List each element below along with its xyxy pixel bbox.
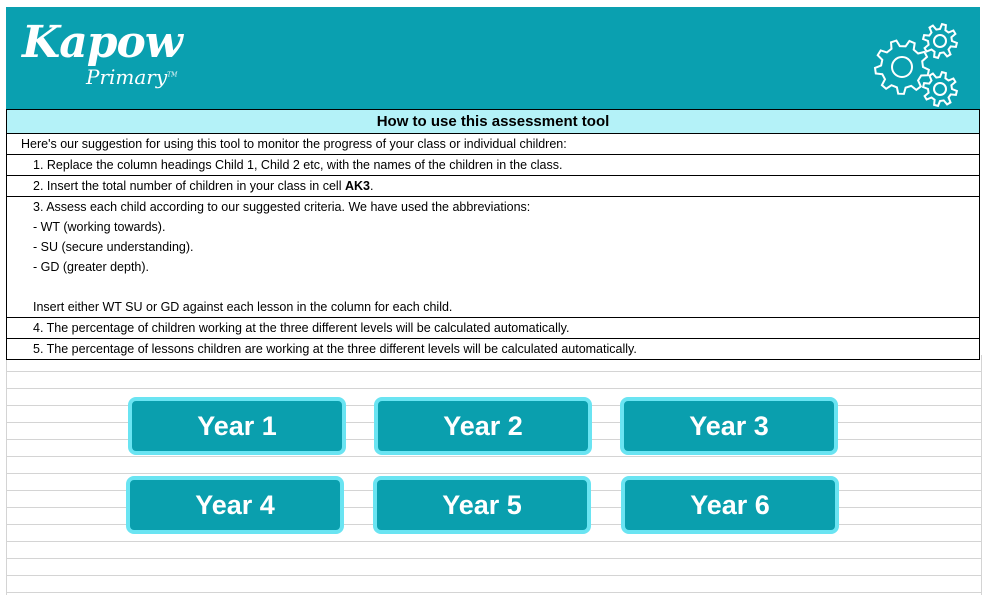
instruction-step-1: 1. Replace the column headings Child 1, … <box>7 155 979 176</box>
instruction-step-5: 5. The percentage of lessons children ar… <box>7 339 979 360</box>
instruction-step-3: 3. Assess each child according to our su… <box>7 197 979 318</box>
year-3-button[interactable]: Year 3 <box>620 397 838 455</box>
year-2-button[interactable]: Year 2 <box>374 397 592 455</box>
header-banner: Kapow PrimaryTM <box>6 7 980 109</box>
instructions-title: How to use this assessment tool <box>7 110 979 134</box>
spreadsheet-grid <box>6 355 982 595</box>
year-1-button[interactable]: Year 1 <box>128 397 346 455</box>
instructions-table: How to use this assessment tool Here's o… <box>6 109 980 360</box>
instruction-step-2: 2. Insert the total number of children i… <box>7 176 979 197</box>
large-gear <box>873 39 931 95</box>
kapow-logo: Kapow PrimaryTM <box>22 17 183 90</box>
gears-icon <box>873 22 959 108</box>
small-gear-top <box>921 22 959 60</box>
year-5-button[interactable]: Year 5 <box>373 476 591 534</box>
instruction-step-4: 4. The percentage of children working at… <box>7 318 979 339</box>
year-4-button[interactable]: Year 4 <box>126 476 344 534</box>
instructions-intro: Here's our suggestion for using this too… <box>7 134 979 155</box>
year-6-button[interactable]: Year 6 <box>621 476 839 534</box>
small-gear-bottom <box>921 70 959 108</box>
